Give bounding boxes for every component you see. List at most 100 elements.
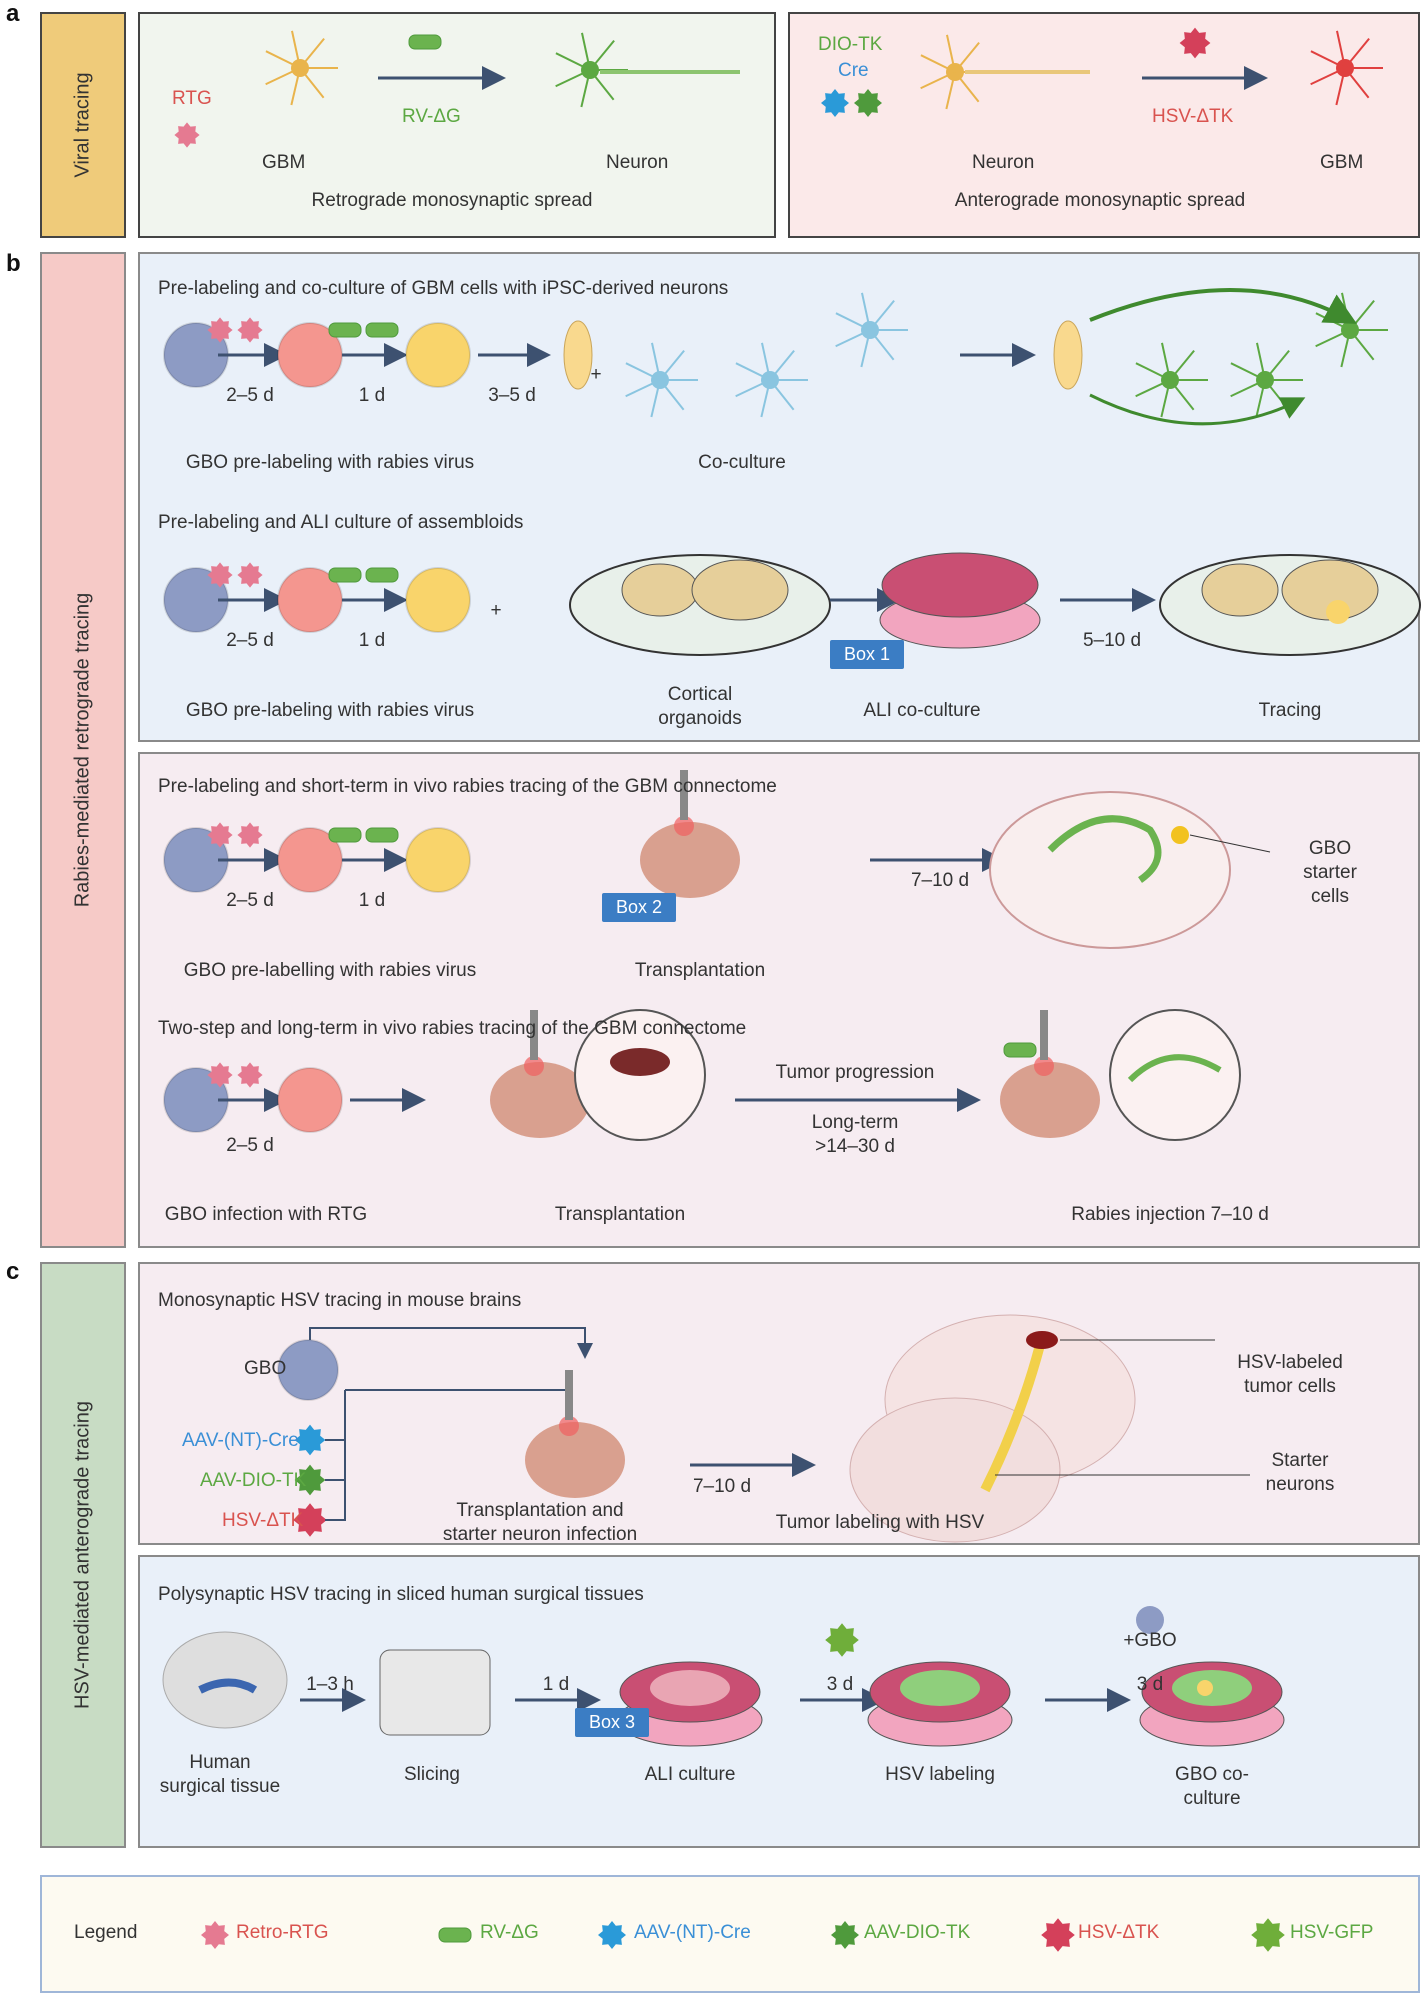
anterograde-panel (788, 12, 1420, 238)
retro-caption: Retrograde monosynaptic spread (311, 190, 593, 211)
labeled-connections (1047, 815, 1162, 883)
caption: Tumor labeling with HSV (775, 1512, 985, 1533)
heading: Pre-labeling and short-term in vivo rabi… (158, 776, 777, 797)
organoid-sphere (277, 1339, 339, 1401)
gbm-cell-icon (1053, 320, 1083, 390)
dendrite (659, 350, 685, 381)
aav-cre-icon (294, 1424, 326, 1456)
rabies-virus-icon (365, 567, 399, 583)
rv-label: RV-ΔG (402, 106, 461, 127)
duration-label: 7–10 d (910, 870, 970, 891)
annotation: cells (1310, 886, 1350, 907)
heading: Polysynaptic HSV tracing in sliced human… (158, 1584, 644, 1605)
caption: GBO co- (1175, 1764, 1249, 1785)
labeled-pathway (980, 1343, 1045, 1493)
dendrite (1255, 379, 1266, 418)
hsv-dtk-label: HSV-ΔTK (1152, 106, 1234, 127)
ali-dish-medium (881, 552, 1039, 618)
mouse-icon (1000, 1062, 1100, 1138)
organoid (1201, 563, 1279, 617)
caption: Transplantation and (456, 1500, 624, 1521)
hsv-gfp-icon (1251, 1918, 1285, 1952)
syringe-icon (1040, 1010, 1048, 1060)
connector-lines (325, 1389, 570, 1521)
starter-cells-marker (1171, 826, 1189, 844)
injection-site (674, 816, 694, 836)
duration-label: 2–5 d (226, 630, 274, 651)
cre-label: Cre (838, 60, 869, 81)
labeled-connections (1127, 1054, 1222, 1083)
cre-virus-label: AAV-(NT)-Cre (182, 1430, 299, 1451)
legend-item-hsv-gfp: HSV-GFP (1290, 1922, 1374, 1943)
caption: Transplantation (554, 1204, 686, 1225)
starter-cell (1326, 600, 1350, 624)
box-3-button[interactable]: Box 3 (575, 1708, 650, 1737)
dendrite (735, 362, 771, 381)
dendrite (760, 379, 771, 418)
caption: Co-culture (698, 452, 786, 473)
heading: Monosynaptic HSV tracing in mouse brains (158, 1290, 522, 1311)
duration-label: 2–5 d (226, 385, 274, 406)
duration-label: 7–10 d (692, 1476, 752, 1497)
labeled-tumor (1026, 1331, 1058, 1349)
dendrite (1169, 350, 1195, 381)
caption: Tracing (1258, 700, 1322, 721)
legend-box (40, 1875, 1420, 1993)
rtg-virus-icon (174, 122, 200, 148)
dendrite (1335, 67, 1346, 106)
virus-icon (207, 317, 233, 343)
legend-item-aav-cre: AAV-(NT)-Cre (634, 1922, 751, 1943)
dendrite (1310, 67, 1346, 86)
caption: ALI co-culture (863, 700, 981, 721)
syringe-icon (680, 770, 688, 820)
rtg-virus-icon (201, 1921, 229, 1949)
mouse-icon (640, 822, 740, 898)
dendrite (761, 342, 771, 381)
caption: GBO pre-labeling with rabies virus (185, 452, 475, 473)
dendrite (1230, 362, 1266, 381)
caption: culture (1183, 1788, 1241, 1809)
gbm-cell-icon (563, 320, 593, 390)
dendrite (299, 67, 325, 99)
dendrite (1160, 379, 1171, 418)
panel-label-b: b (6, 250, 21, 277)
tissue-slice (900, 1670, 980, 1706)
dendrite (835, 329, 871, 348)
gbm-label-2: GBM (1320, 152, 1364, 173)
tissue-region (198, 1678, 258, 1694)
virus-icon (237, 317, 263, 343)
duration-label: 2–5 d (226, 1135, 274, 1156)
dendrite (589, 40, 615, 71)
dendrite (869, 329, 895, 361)
duration-label: 1 d (358, 630, 386, 651)
dendrite (650, 379, 661, 418)
annotation-line (1189, 834, 1271, 853)
box-1-button[interactable]: Box 1 (830, 640, 905, 669)
dendrite (860, 329, 871, 368)
aav-dio-tk-icon (294, 1464, 326, 1496)
dio-tk-label: DIO-TK (818, 34, 883, 55)
dendrite (1135, 379, 1171, 398)
rabies-virus-icon (365, 827, 399, 843)
heading: Pre-labeling and ALI culture of assemblo… (158, 512, 524, 533)
dendrite (299, 38, 325, 69)
dendrite (580, 69, 591, 108)
rabies-virus-icon (365, 322, 399, 338)
heading: Pre-labeling and co-culture of GBM cells… (158, 278, 729, 299)
side-label-rabies: Rabies-mediated retrograde tracing (71, 592, 94, 908)
dendrite (659, 379, 685, 411)
box-2-button[interactable]: Box 2 (602, 893, 677, 922)
heading: Two-step and long-term in vivo rabies tr… (158, 1018, 747, 1039)
organoid-sphere (277, 1067, 343, 1133)
annotation: >14–30 d (815, 1136, 895, 1157)
organoid (691, 559, 789, 621)
caption: Slicing (404, 1764, 460, 1785)
viral-tracing-label-box (40, 12, 126, 238)
dendrite (1336, 30, 1346, 69)
side-label-viral: Viral tracing (71, 72, 94, 178)
panel-c-mouse (138, 1262, 1420, 1545)
annotation: Long-term (811, 1112, 899, 1133)
dendrite (1349, 329, 1375, 361)
syringe-icon (565, 1370, 573, 1420)
dendrite (625, 379, 661, 398)
